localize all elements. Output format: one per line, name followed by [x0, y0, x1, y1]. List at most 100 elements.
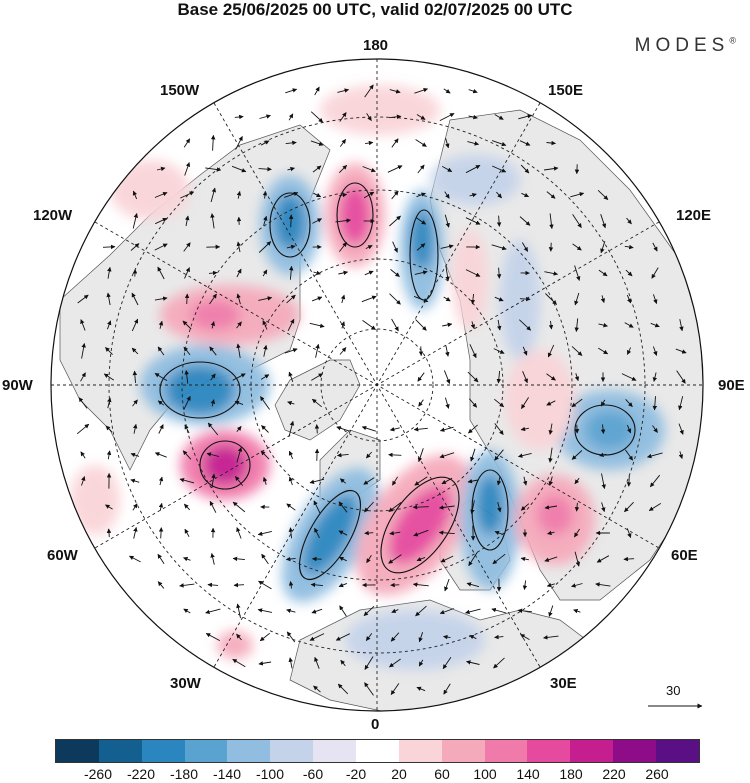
wind-arrow [416, 217, 427, 225]
map-border [50, 58, 704, 712]
wind-arrow [440, 555, 454, 563]
wind-arrow [491, 607, 507, 614]
wind-arrow [522, 476, 528, 486]
wind-arrow [234, 476, 244, 486]
wind-arrow [338, 530, 348, 536]
wind-arrow [81, 476, 86, 486]
wind-arrow [287, 401, 295, 406]
wind-arrow [364, 501, 374, 513]
wind-arrow [466, 582, 480, 588]
wind-arrow [391, 608, 399, 613]
wind-arrow [310, 111, 324, 123]
wind-arrow [105, 504, 113, 510]
wind-arrow [182, 450, 192, 460]
wind-arrow [179, 583, 195, 588]
colorbar-cell [484, 740, 528, 762]
colorbar-cell [398, 740, 442, 762]
wind-arrow [183, 503, 191, 511]
wind-arrow [391, 318, 399, 332]
wind-arrow [363, 477, 375, 485]
wind-arrow [416, 243, 426, 251]
wind-arrow [263, 344, 268, 357]
wind-arrow [309, 478, 325, 484]
wind-arrow [336, 426, 350, 432]
label-30w: 30W [170, 675, 201, 692]
wind-arrow [288, 265, 294, 280]
wind-arrow [676, 370, 686, 384]
wind-arrow [262, 320, 268, 330]
wind-arrow [679, 319, 684, 332]
wind-arrow [102, 244, 116, 250]
wind-arrow [412, 582, 429, 587]
wind-arrow [521, 242, 529, 252]
wind-arrow [548, 320, 554, 330]
wind-arrow [339, 478, 346, 484]
wind-arrow [441, 166, 453, 172]
wind-arrow [335, 218, 351, 223]
colorbar-cell [270, 740, 314, 762]
wind-arrow [418, 632, 424, 643]
wind-arrow [414, 270, 428, 275]
wind-arrow [494, 423, 504, 435]
wind-arrow [286, 244, 296, 250]
wind-arrow [392, 476, 398, 486]
wind-arrow [600, 241, 606, 254]
wind-arrow [130, 478, 140, 484]
colorbar-cell [613, 740, 657, 762]
wind-arrow [205, 633, 221, 641]
wind-arrow [678, 451, 684, 460]
wind-arrow [80, 372, 86, 382]
wind-arrow [258, 166, 272, 172]
wind-arrow [652, 372, 658, 382]
wind-arrow [522, 580, 528, 591]
wind-arrow [158, 502, 164, 511]
colorbar-cell [570, 740, 614, 762]
wind-arrow [675, 348, 687, 354]
wind-arrow [154, 452, 167, 458]
wind-arrow [285, 556, 296, 562]
wind-arrow [443, 634, 451, 640]
wind-arrow [106, 320, 112, 330]
wind-arrow [154, 373, 168, 381]
wind-arrow [210, 187, 217, 203]
wind-arrow [522, 346, 528, 356]
wind-arrow [286, 294, 296, 304]
wind-arrow [107, 266, 112, 279]
wind-arrow [418, 399, 424, 407]
label-30e: 30E [550, 675, 577, 692]
wind-arrow [574, 265, 581, 281]
wind-arrow [413, 529, 429, 537]
wind-arrow [366, 555, 372, 564]
label-180: 180 [363, 37, 389, 54]
colorbar-cell [656, 740, 699, 762]
wind-arrow [520, 556, 529, 562]
wind-arrow [518, 114, 533, 120]
colorbar-tick-label: 60 [434, 766, 450, 782]
wind-arrow [364, 682, 374, 696]
wind-arrow [365, 140, 374, 146]
wind-arrow [132, 503, 138, 511]
wind-arrow [417, 164, 425, 174]
wind-arrow [338, 270, 349, 276]
wind-arrow [570, 192, 585, 198]
wind-arrow [387, 165, 403, 173]
wind-arrow [468, 89, 478, 94]
label-90e: 90E [718, 377, 745, 394]
wind-arrow [234, 114, 244, 120]
wind-arrow [338, 501, 348, 513]
wind-arrow [236, 241, 241, 253]
wind-arrow [518, 319, 532, 331]
wind-arrow [210, 321, 216, 329]
wind-arrow [210, 552, 215, 565]
wind-arrow [285, 140, 297, 146]
wind-arrow [154, 296, 168, 301]
wind-arrow [652, 425, 658, 433]
wind-arrow [106, 450, 112, 460]
wind-arrow [339, 192, 348, 198]
wind-arrow [621, 373, 637, 381]
wind-arrow [286, 608, 296, 614]
wind-arrow [312, 165, 322, 173]
wind-arrow [260, 450, 270, 460]
wind-arrow [470, 500, 475, 515]
wind-arrow [258, 661, 272, 666]
